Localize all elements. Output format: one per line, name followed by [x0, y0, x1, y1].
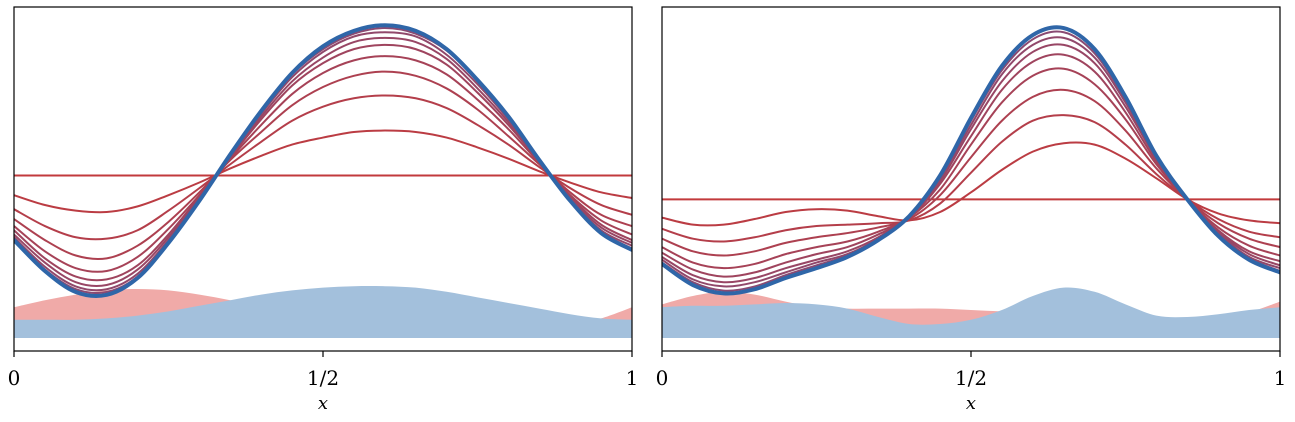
- series-line-4: [14, 70, 632, 261]
- density-area-2: [14, 286, 632, 338]
- series-line-10: [662, 25, 1280, 296]
- x-tick-label: 1: [626, 366, 639, 390]
- x-axis-label: x: [966, 393, 976, 414]
- series-line-2: [662, 141, 1280, 227]
- series-line-3: [662, 114, 1280, 243]
- right-panel: 0 1/2 1 x: [656, 6, 1287, 414]
- series-line-7: [662, 43, 1280, 284]
- x-tick-label: 1/2: [307, 366, 339, 390]
- x-axis-label: x: [318, 393, 328, 414]
- plot-area: [14, 23, 632, 338]
- series-line-3: [14, 94, 632, 241]
- series-line-8: [662, 36, 1280, 288]
- density-area-2: [662, 287, 1280, 338]
- series-line-6: [662, 53, 1280, 278]
- plot-area: [662, 25, 1280, 338]
- left-panel: 0 1/2 1 x: [8, 6, 639, 414]
- x-tick-label: 0: [656, 366, 669, 390]
- series-line-2: [14, 129, 632, 214]
- series-line-10: [14, 23, 632, 299]
- x-tick-label: 1/2: [955, 366, 987, 390]
- series-line-5: [14, 55, 632, 273]
- x-tick-label: 1: [1274, 366, 1287, 390]
- x-tick-label: 0: [8, 366, 21, 390]
